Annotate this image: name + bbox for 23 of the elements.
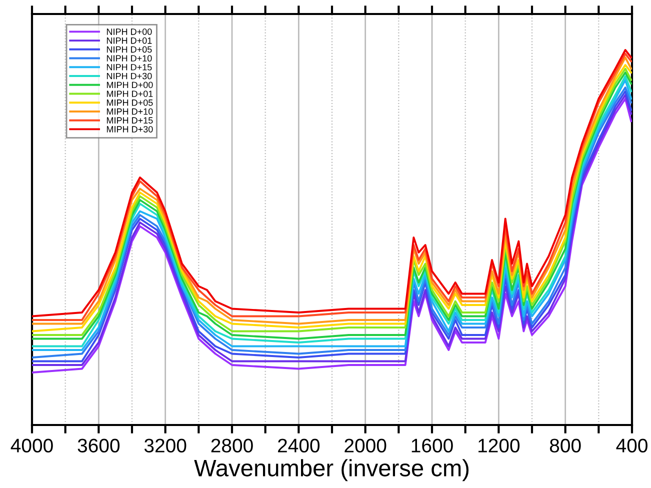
x-tick-label: 4000 [10, 438, 53, 452]
x-tick-label: 3600 [78, 438, 120, 452]
legend-label: NIPH D+10 [106, 55, 152, 62]
legend-label: MIPH D+01 [106, 90, 153, 97]
legend-label: NIPH D+30 [106, 72, 152, 80]
x-tick-label: 400 [616, 438, 648, 452]
legend-label: NIPH D+05 [106, 46, 152, 53]
x-tick-label: 1200 [478, 438, 520, 452]
legend-label: NIPH D+01 [106, 37, 152, 44]
legend-label: MIPH D+00 [106, 82, 153, 88]
legend-label: MIPH D+15 [106, 117, 153, 124]
x-tick-label: 2000 [344, 438, 386, 452]
legend-label: MIPH D+05 [106, 99, 153, 106]
x-tick-label: 1600 [412, 438, 453, 452]
x-tick-label: 3200 [144, 438, 186, 452]
legend-label: NIPH D+15 [106, 64, 152, 70]
legend-label: NIPH D+00 [106, 28, 152, 35]
x-tick-label: 2400 [278, 438, 320, 452]
x-tick-label: 2800 [211, 438, 253, 452]
x-tick-label: 800 [550, 438, 581, 452]
legend-label: MIPH D+10 [106, 108, 153, 115]
x-axis-title: Wavenumber (inverse cm) [194, 459, 469, 482]
legend-label: MIPH D+30 [106, 126, 153, 132]
